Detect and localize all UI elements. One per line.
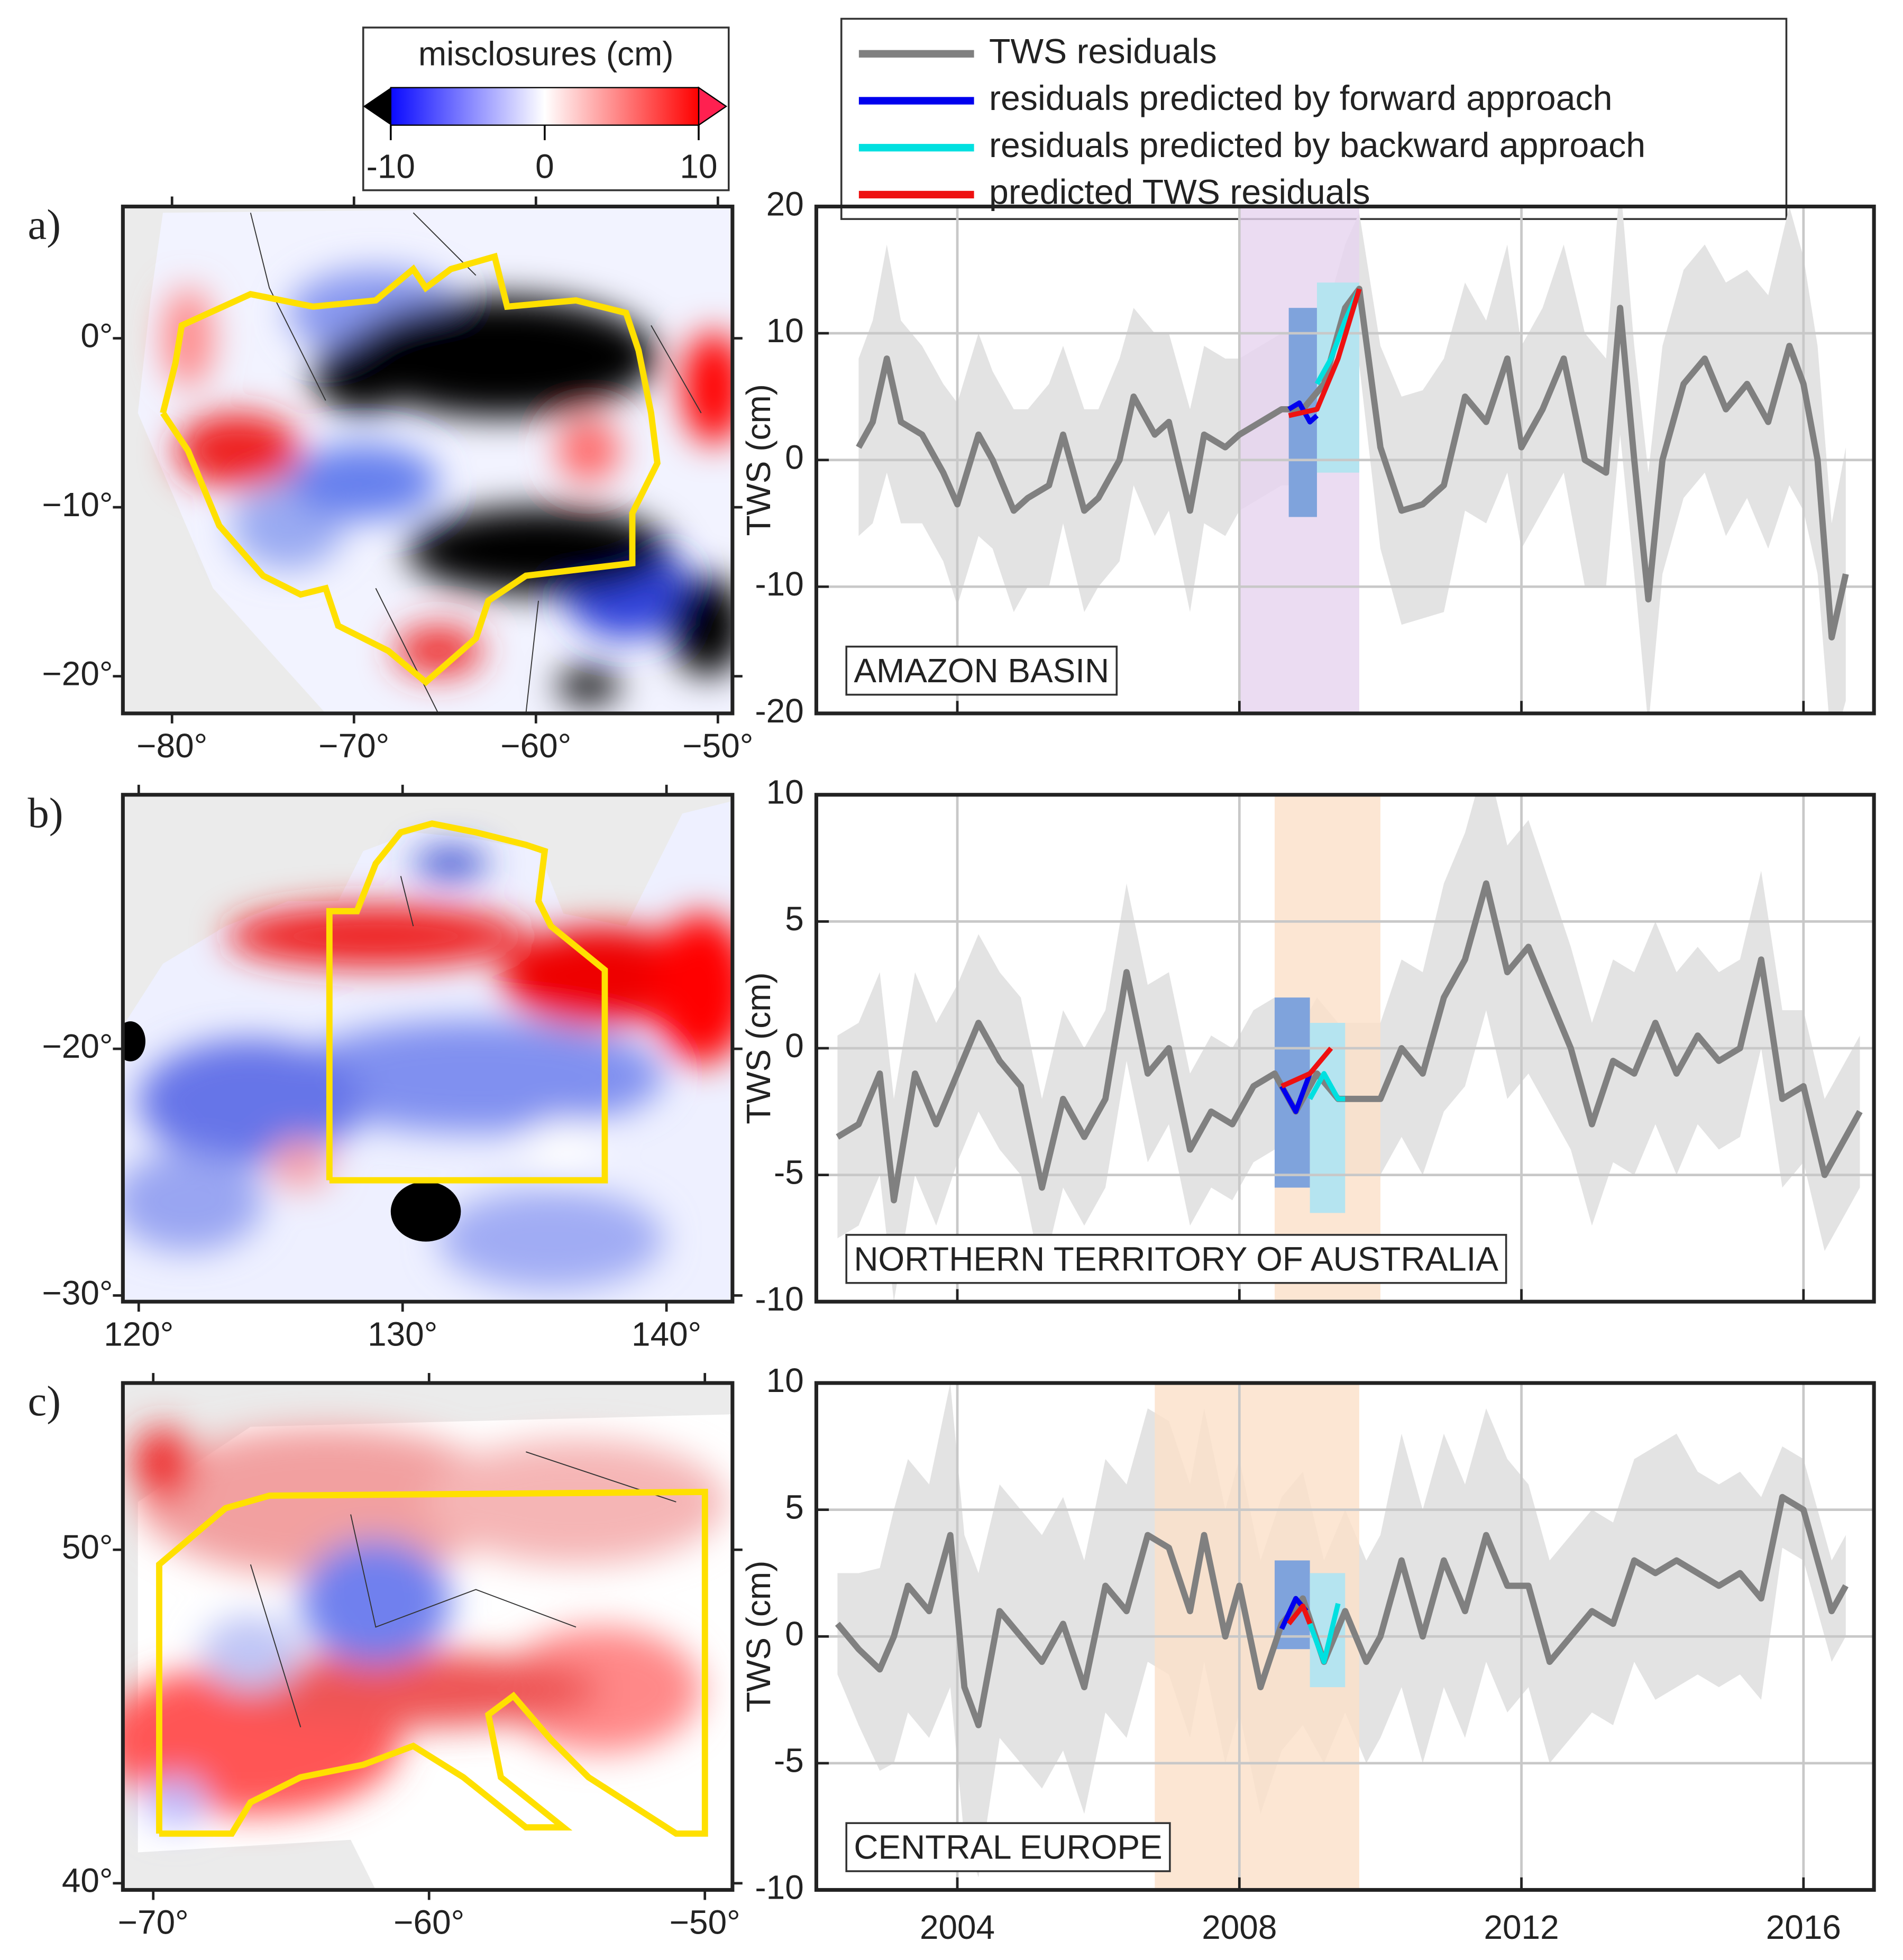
map-y-tick-label: −20° bbox=[42, 1027, 113, 1065]
legend-label: TWS residuals bbox=[989, 32, 1217, 71]
map-c bbox=[123, 1383, 733, 1890]
x-tick-label: 2016 bbox=[1766, 1908, 1841, 1946]
series-line bbox=[856, 286, 1849, 641]
plot-area bbox=[816, 794, 1874, 1302]
y-axis-label: TWS (cm) bbox=[739, 1561, 777, 1712]
plot-frame bbox=[814, 793, 1876, 1304]
legend-label: residuals predicted by backward approach bbox=[989, 126, 1645, 165]
map-y-tick-label: 40° bbox=[62, 1862, 113, 1900]
legend-label: residuals predicted by forward approach bbox=[989, 79, 1612, 118]
region-label: CENTRAL EUROPE bbox=[854, 1828, 1162, 1866]
region-label-box bbox=[845, 1234, 1507, 1284]
plot-frame bbox=[814, 204, 1876, 716]
y-tick-label: 10 bbox=[766, 312, 804, 350]
panel-label: a) bbox=[28, 202, 61, 249]
series-line bbox=[1280, 1046, 1333, 1089]
map-b bbox=[123, 794, 733, 1302]
colorbar-title: misclosures (cm) bbox=[418, 34, 674, 72]
series-line bbox=[836, 880, 1863, 1204]
map-y-tick-label: −10° bbox=[42, 486, 113, 524]
map-x-tick-label: −50° bbox=[682, 727, 753, 765]
y-tick-label: 0 bbox=[785, 1027, 804, 1065]
series-line bbox=[1286, 1604, 1313, 1626]
panel-label: c) bbox=[28, 1378, 61, 1425]
map-y-tick-label: −30° bbox=[42, 1274, 113, 1312]
plot-area bbox=[816, 206, 1874, 713]
y-tick-label: 10 bbox=[766, 1361, 804, 1399]
legend-label: predicted TWS residuals bbox=[989, 172, 1370, 212]
map-frame bbox=[121, 1381, 735, 1892]
map-x-tick-label: 120° bbox=[104, 1315, 173, 1353]
y-tick-label: -5 bbox=[774, 1153, 804, 1191]
map-frame bbox=[121, 204, 735, 716]
legend bbox=[840, 17, 1788, 220]
y-tick-label: -10 bbox=[755, 1280, 803, 1318]
y-tick-label: 0 bbox=[785, 438, 804, 477]
map-y-tick-label: 50° bbox=[62, 1528, 113, 1566]
y-tick-label: -10 bbox=[755, 1868, 803, 1906]
y-axis-label: TWS (cm) bbox=[739, 384, 777, 536]
series-line bbox=[835, 1494, 1849, 1728]
region-label-box bbox=[845, 1822, 1171, 1872]
colorbar-tick-label: 0 bbox=[535, 147, 554, 185]
y-tick-label: 10 bbox=[766, 773, 804, 811]
series-line bbox=[1307, 1602, 1341, 1664]
map-x-tick-label: −80° bbox=[136, 727, 207, 765]
map-x-tick-label: −50° bbox=[670, 1903, 740, 1941]
map-y-tick-label: −20° bbox=[42, 655, 113, 693]
map-x-tick-label: 130° bbox=[368, 1315, 437, 1353]
map-x-tick-label: −70° bbox=[118, 1903, 189, 1941]
y-tick-label: 5 bbox=[785, 1488, 804, 1526]
y-tick-label: -5 bbox=[774, 1742, 804, 1780]
x-tick-label: 2008 bbox=[1202, 1908, 1277, 1946]
y-tick-label: 20 bbox=[766, 185, 804, 223]
plot-area bbox=[816, 1383, 1874, 1890]
y-tick-label: -20 bbox=[755, 692, 803, 730]
region-label: NORTHERN TERRITORY OF AUSTRALIA bbox=[854, 1240, 1498, 1278]
map-x-tick-label: −60° bbox=[394, 1903, 464, 1941]
series-line bbox=[1288, 288, 1362, 418]
colorbar bbox=[390, 87, 700, 126]
map-a bbox=[123, 206, 733, 713]
series-line bbox=[1307, 1071, 1346, 1102]
map-x-tick-label: −60° bbox=[500, 727, 571, 765]
colorbar-tick-label: -10 bbox=[367, 147, 415, 185]
y-tick-label: 5 bbox=[785, 900, 804, 938]
plot-frame bbox=[814, 1381, 1876, 1892]
map-x-tick-label: 140° bbox=[632, 1315, 701, 1353]
y-tick-label: -10 bbox=[755, 565, 803, 603]
region-label: AMAZON BASIN bbox=[854, 652, 1109, 690]
panel-label: b) bbox=[28, 790, 63, 837]
x-tick-label: 2004 bbox=[920, 1908, 995, 1946]
map-y-tick-label: 0° bbox=[80, 317, 113, 355]
y-tick-label: 0 bbox=[785, 1615, 804, 1653]
x-tick-label: 2012 bbox=[1484, 1908, 1559, 1946]
y-axis-label: TWS (cm) bbox=[739, 972, 777, 1124]
colorbar-under bbox=[363, 87, 391, 125]
colorbar-tick-label: 10 bbox=[680, 147, 717, 185]
region-label-box bbox=[845, 645, 1118, 696]
series-line bbox=[1279, 1073, 1313, 1114]
map-x-tick-label: −70° bbox=[318, 727, 389, 765]
